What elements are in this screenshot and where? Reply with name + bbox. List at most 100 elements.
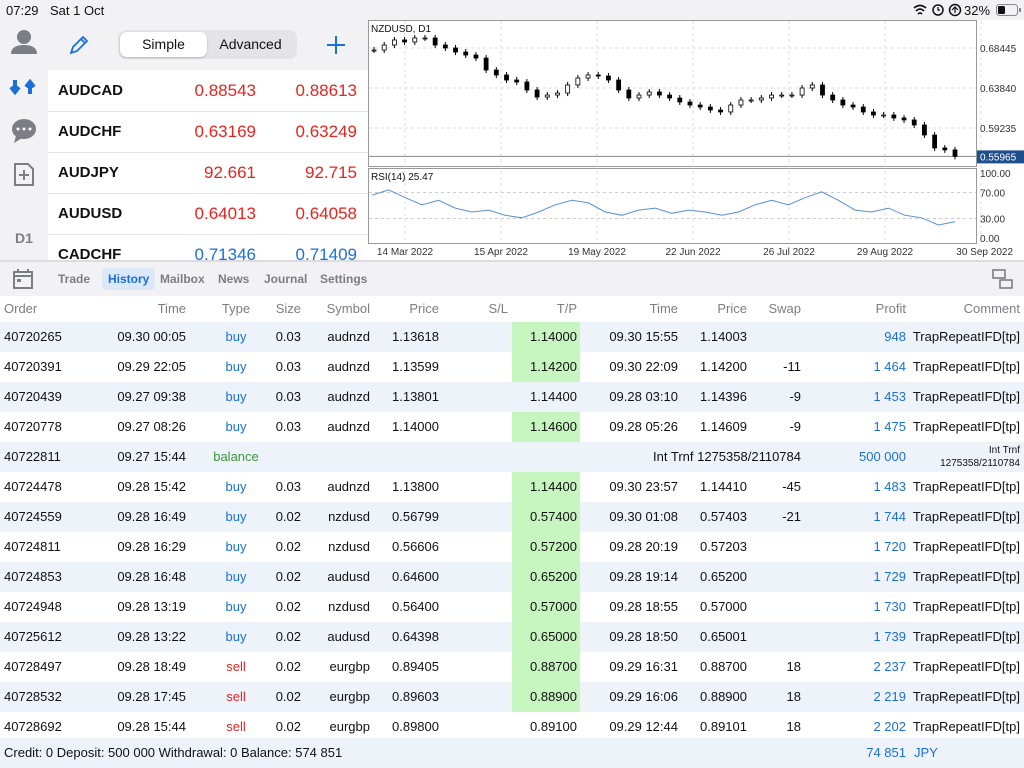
candle — [453, 47, 458, 53]
indicator-tick-label: 70.00 — [980, 189, 1005, 200]
candle — [871, 111, 876, 116]
candle — [891, 114, 897, 119]
tab[interactable]: Settings — [320, 272, 368, 286]
cell-comment: TrapRepeatIFD[tp] — [912, 419, 1020, 434]
candle — [697, 104, 703, 108]
table-row[interactable]: 40728532 09.28 17:45 sell 0.02 eurgbp 0.89603… — [0, 682, 1024, 712]
tab[interactable]: History — [102, 268, 156, 290]
quote-row[interactable]: AUDJPY 92.661 92.715 — [48, 152, 368, 194]
cell-symbol: eurgbp — [329, 689, 370, 704]
candle — [626, 89, 632, 99]
candle — [840, 99, 846, 106]
cell-profit: 2 202 — [873, 719, 906, 734]
table-row[interactable]: 40724559 09.28 16:49 buy 0.02 nzdusd 0.56799 0… — [0, 502, 1024, 532]
cell-type: buy — [225, 629, 247, 644]
cell-tp: 0.88900 — [530, 689, 577, 704]
cell-comment: TrapRepeatIFD[tp] — [912, 599, 1020, 614]
table-row[interactable]: 40720265 09.30 00:05 buy 0.03 audnzd 1.13618 1… — [0, 322, 1024, 352]
table-row[interactable]: 40724853 09.28 16:48 buy 0.02 audusd 0.64600 0… — [0, 562, 1024, 592]
cell-comment: Int Trnf 1275358/2110784 — [940, 445, 1020, 469]
quote-row[interactable]: AUDCAD 0.88543 0.88613 — [48, 70, 368, 112]
cell-order: 40728532 — [4, 689, 62, 704]
indicator-title: RSI(14) 25.47 — [371, 172, 434, 183]
column-header: Comment — [963, 301, 1020, 316]
tp-highlight — [512, 532, 580, 562]
cell-time: 09.28 16:29 — [117, 539, 186, 554]
segment-tab[interactable]: Simple — [120, 32, 207, 57]
candle — [911, 119, 917, 126]
quotes-list: AUDCAD 0.88543 0.88613 AUDCHF 0.63169 0.63249… — [48, 70, 368, 260]
tab[interactable]: Journal — [264, 272, 308, 286]
sidebar-icons[interactable] — [0, 20, 48, 230]
table-row[interactable]: 40722811 09.27 15:44 balance 500 000 Int Trn… — [0, 442, 1024, 472]
candle — [809, 84, 815, 89]
tab-bar: Trade History Mailbox News Journal Settings — [0, 262, 1024, 296]
add-icon[interactable] — [325, 34, 347, 56]
column-header: Profit — [875, 301, 906, 316]
table-row[interactable]: 40725612 09.28 13:22 buy 0.02 audusd 0.64398 0… — [0, 622, 1024, 652]
cell-close-price: 1.14200 — [700, 359, 747, 374]
cell-comment: TrapRepeatIFD[tp] — [912, 389, 1020, 404]
status-date: Sat 1 Oct — [50, 3, 105, 18]
cell-symbol: nzdusd — [328, 539, 370, 554]
cell-type: buy — [225, 509, 247, 524]
footer-summary: Credit: 0 Deposit: 500 000 Withdrawal: 0… — [4, 745, 343, 760]
cell-time: 09.28 13:22 — [117, 629, 186, 644]
candle — [595, 74, 601, 77]
quote-bid: 0.88543 — [194, 81, 256, 100]
table-row[interactable]: 40728692 09.28 15:44 sell 0.02 eurgbp 0.89800… — [0, 712, 1024, 738]
table-row[interactable]: 40728497 09.28 18:49 sell 0.02 eurgbp 0.89405… — [0, 652, 1024, 682]
cell-close-time: 09.29 16:06 — [609, 689, 678, 704]
cell-order: 40724811 — [4, 539, 61, 554]
table-row[interactable]: 40720439 09.27 09:38 buy 0.03 audnzd 1.13801 1… — [0, 382, 1024, 412]
column-header: Size — [275, 301, 301, 316]
quote-row[interactable]: AUDCHF 0.63169 0.63249 — [48, 111, 368, 153]
cell-time: 09.30 00:05 — [117, 329, 186, 344]
cell-swap: -9 — [789, 419, 801, 434]
cell-type: buy — [225, 569, 247, 584]
candle — [616, 79, 622, 91]
cell-close-price: 0.65001 — [700, 629, 747, 644]
tab[interactable]: Trade — [58, 272, 91, 286]
calendar-icon[interactable] — [12, 268, 34, 290]
cell-time: 09.28 18:49 — [117, 659, 186, 674]
indicator-tick-label: 0.00 — [980, 234, 1000, 245]
tab[interactable]: News — [218, 272, 250, 286]
candle — [758, 97, 764, 101]
cell-size: 0.02 — [275, 719, 301, 734]
x-tick-label: 22 Jun 2022 — [665, 247, 720, 258]
candle — [504, 74, 509, 81]
tab[interactable]: Mailbox — [160, 272, 205, 286]
quote-row[interactable]: CADCHF 0.71346 0.71409 — [48, 234, 368, 260]
quote-row[interactable]: AUDUSD 0.64013 0.64058 — [48, 193, 368, 235]
cell-order: 40725612 — [4, 629, 62, 644]
cell-type: balance — [213, 449, 259, 464]
column-header: Order — [4, 301, 38, 316]
layout-icon[interactable] — [992, 269, 1014, 289]
table-row[interactable]: 40720391 09.29 22:05 buy 0.03 audnzd 1.13599 1… — [0, 352, 1024, 382]
candle — [473, 54, 479, 59]
table-row[interactable]: 40724948 09.28 13:19 buy 0.02 nzdusd 0.56400 0… — [0, 592, 1024, 622]
cell-size: 0.03 — [275, 359, 301, 374]
cell-type: buy — [225, 359, 247, 374]
cell-tp: 0.57200 — [530, 539, 577, 554]
candle — [442, 44, 448, 49]
cell-note: Int Trnf 1275358/2110784 — [653, 449, 801, 464]
segment-tab[interactable]: Advanced — [219, 36, 282, 52]
table-row[interactable]: 40720778 09.27 08:26 buy 0.03 audnzd 1.14000 1… — [0, 412, 1024, 442]
cell-symbol: audnzd — [327, 419, 370, 434]
cell-comment: TrapRepeatIFD[tp] — [912, 539, 1020, 554]
cell-close-time: 09.28 18:50 — [609, 629, 678, 644]
edit-icon[interactable] — [68, 34, 90, 56]
cell-time: 09.28 15:44 — [117, 719, 186, 734]
table-row[interactable]: 40724811 09.28 16:29 buy 0.02 nzdusd 0.56606 0… — [0, 532, 1024, 562]
cell-close-price: 0.57203 — [700, 539, 747, 554]
cell-size: 0.02 — [275, 629, 301, 644]
cell-order: 40720265 — [4, 329, 62, 344]
quote-ask: 92.715 — [305, 163, 357, 182]
timeframe[interactable]: D1 — [15, 230, 33, 246]
quote-bid: 0.71346 — [194, 245, 256, 260]
candle — [544, 94, 550, 98]
table-row[interactable]: 40724478 09.28 15:42 buy 0.03 audnzd 1.13800 1… — [0, 472, 1024, 502]
cell-time: 09.28 13:19 — [117, 599, 186, 614]
